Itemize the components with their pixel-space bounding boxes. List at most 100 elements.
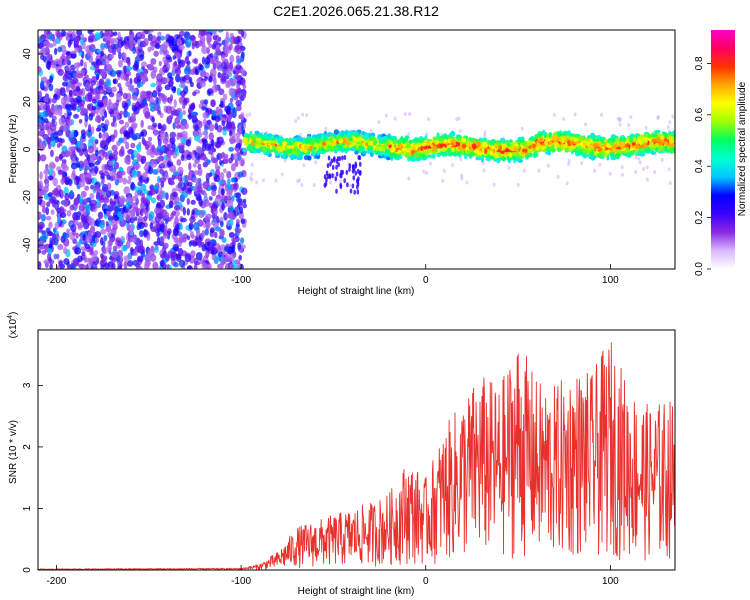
spectrogram-cell <box>512 147 517 152</box>
spectrogram-cell <box>123 65 127 74</box>
spectrogram-cell <box>238 200 244 207</box>
spectrogram-cell <box>169 115 174 120</box>
spectrogram-cell <box>160 35 166 41</box>
spectrogram-cell <box>442 168 446 173</box>
spectrogram-cell <box>38 66 42 74</box>
spectrogram-cell <box>239 157 245 167</box>
spectrogram-cell <box>212 207 218 217</box>
spectrogram-cell <box>219 220 224 228</box>
spectrogram-cell <box>168 264 173 269</box>
spectrogram-cell <box>548 141 553 146</box>
spectrogram-cell <box>44 180 50 189</box>
spectrogram-cell <box>541 145 546 151</box>
spectrogram-cell <box>209 227 215 233</box>
spectrogram-cell <box>192 91 197 97</box>
spectrogram-cell <box>167 35 174 44</box>
spectrogram-cell <box>205 172 210 181</box>
spectrogram-cell <box>180 130 188 137</box>
spectrogram-cell <box>234 159 239 168</box>
spectrogram-cell <box>191 114 198 121</box>
spectrogram-cell <box>150 70 157 79</box>
spectrogram-cell <box>163 154 167 161</box>
spectrogram-cell <box>242 198 247 204</box>
spectrogram-cell <box>300 183 304 188</box>
spectrogram-cell <box>94 32 101 41</box>
spectrogram-cell <box>420 139 425 144</box>
spectrogram-cell <box>551 148 556 152</box>
spectrogram-cell <box>216 136 220 144</box>
spectrogram-cell <box>407 176 411 181</box>
spectrogram-cell <box>103 170 110 177</box>
spectrogram-cell <box>127 195 133 203</box>
spectrogram-cell <box>40 80 45 89</box>
spectrogram-cell <box>162 242 169 249</box>
spectrogram-cell <box>298 178 302 183</box>
spectrogram-cell <box>74 47 79 53</box>
spectrogram-cell <box>203 75 208 82</box>
spectrogram-cell <box>42 205 46 214</box>
spectrogram-cell <box>196 195 202 201</box>
spectrogram-cell <box>69 204 75 211</box>
spectrogram-cell <box>106 210 111 216</box>
spectrogram-cell <box>63 258 70 265</box>
spectrogram-cell <box>58 117 66 126</box>
spectrogram-cell <box>642 167 646 172</box>
spectrogram-cell <box>544 140 549 146</box>
spectrogram-cell <box>130 142 136 149</box>
spectrogram-cell <box>107 215 114 221</box>
spectrogram-cell <box>45 206 50 216</box>
spectrogram-cell <box>663 140 668 145</box>
spectrogram-cell <box>219 229 225 237</box>
spectrogram-cell <box>155 96 159 105</box>
spectrogram-cell <box>261 146 268 153</box>
figure-title: C2E1.2026.065.21.38.R12 <box>273 3 439 19</box>
spectrogram-cell <box>83 37 87 43</box>
spectrogram-cell <box>73 62 80 70</box>
spectrogram-cell <box>179 236 185 244</box>
spectrogram-cell <box>135 144 141 150</box>
spectrogram-cell <box>621 172 625 177</box>
spectrogram-cell <box>395 142 399 149</box>
spectrogram-cell <box>229 97 234 103</box>
spectrogram-cell <box>250 172 254 177</box>
spectrogram-cell <box>124 156 131 165</box>
spectrogram-cell <box>183 98 188 106</box>
spectrogram-cell <box>249 176 253 181</box>
spectrogram-cell <box>193 257 198 266</box>
spectrogram-cell <box>167 217 172 222</box>
spectrogram-cell <box>160 146 165 152</box>
spectrogram-cell <box>516 182 520 187</box>
spectrogram-cell <box>47 105 51 114</box>
spectrogram-cell <box>188 240 192 247</box>
spectrogram-cell <box>325 140 329 146</box>
spectrogram-cell <box>87 38 94 43</box>
spectrogram-cell <box>221 152 225 158</box>
spectrogram-cell <box>668 120 672 125</box>
spectrogram-cell <box>486 139 491 144</box>
spectrogram-cell <box>100 50 105 57</box>
spectrogram-cell <box>171 210 177 216</box>
spectrogram-cell <box>64 57 68 66</box>
spectrogram-cell <box>150 82 157 88</box>
spectrogram-cell <box>227 79 231 88</box>
spectrogram-cell <box>153 207 161 215</box>
spectrogram-cell <box>203 156 208 162</box>
spectrogram-cell <box>216 152 223 161</box>
spectrogram-cell <box>201 230 206 238</box>
spectrogram-cell <box>74 219 79 226</box>
spectrogram-cell <box>143 216 148 222</box>
spectrogram-cell <box>663 133 668 138</box>
spectrogram-cell <box>171 191 179 198</box>
spectrogram-cell <box>48 221 53 229</box>
spectrogram-cell <box>169 132 177 139</box>
spectrogram-cell <box>187 187 192 194</box>
spectrogram-cell <box>348 183 352 188</box>
spectrogram-cell <box>228 146 235 152</box>
spectrogram-cell <box>226 195 232 201</box>
spectrogram-cell <box>76 95 82 104</box>
spectrogram-cell <box>481 154 485 160</box>
spectrogram-cell <box>228 43 233 51</box>
spectrogram-cell <box>237 242 242 250</box>
spectrogram-cell <box>48 83 54 92</box>
